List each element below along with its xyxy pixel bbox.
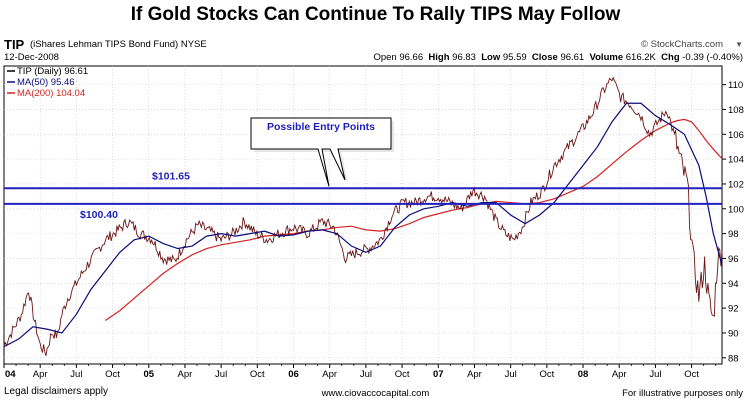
open-label: Open (373, 52, 397, 63)
chart-date: 12-Dec-2008 (4, 52, 59, 63)
price-line (3, 76, 723, 356)
x-tick-label: Jul (215, 369, 227, 380)
high-value: 96.83 (452, 52, 476, 63)
chg-label: Chg (661, 52, 680, 63)
x-tick-label: Jul (649, 369, 661, 380)
y-tick-label: 90 (728, 328, 739, 339)
footer-disclaimer: Legal disclaimers apply (4, 386, 108, 397)
legend-label: MA(50) 95.46 (17, 77, 75, 88)
x-tick-label: 08 (578, 369, 589, 380)
x-tick-label: Apr (467, 369, 482, 380)
callout-box (250, 117, 392, 187)
low-label: Low (481, 52, 501, 63)
y-tick-label: 106 (728, 130, 744, 141)
chg-value: -0.39 (-0.40%) (682, 52, 743, 63)
chart-title: If Gold Stocks Can Continue To Rally TIP… (130, 4, 621, 25)
y-tick-label: 104 (728, 155, 744, 166)
open-value: 96.66 (399, 52, 424, 63)
close-label: Close (531, 52, 558, 63)
x-tick-label: 05 (143, 369, 154, 380)
ohlc-readout: Open 96.66 High 96.83 Low 95.59 Close 96… (373, 52, 743, 63)
ticker-symbol: TIP (4, 37, 25, 52)
watermark-text: © StockCharts.com (641, 39, 723, 50)
x-tick-label: Apr (178, 369, 193, 380)
legend-label: MA(200) 104.04 (17, 88, 85, 99)
y-tick-label: 100 (728, 204, 744, 215)
x-tick-label: Oct (684, 369, 699, 380)
volume-value: 616.2K (625, 52, 656, 63)
x-tick-label: Apr (612, 369, 627, 380)
legend-label: TIP (Daily) 96.61 (17, 66, 88, 77)
callout-label: Possible Entry Points (267, 121, 375, 133)
x-tick-label: Oct (250, 369, 265, 380)
y-tick-label: 94 (728, 279, 739, 290)
x-tick-label: 07 (433, 369, 444, 380)
x-tick-label: Jul (360, 369, 372, 380)
close-value: 96.61 (560, 52, 585, 63)
y-tick-label: 108 (728, 105, 744, 116)
plot-frame (3, 65, 723, 365)
dropdown-arrow-icon[interactable]: ▼ (735, 40, 743, 49)
y-tick-label: 98 (728, 229, 739, 240)
support-line-label: $100.40 (80, 209, 118, 221)
y-tick-label: 96 (728, 254, 739, 265)
fund-name: (iShares Lehman TIPS Bond Fund) NYSE (30, 39, 207, 50)
y-tick-label: 110 (728, 80, 743, 91)
x-tick-label: Oct (539, 369, 554, 380)
x-tick-label: 04 (5, 369, 16, 380)
x-tick-label: 06 (288, 369, 299, 380)
footer-note: For illustrative purposes only (622, 388, 743, 399)
high-label: High (428, 52, 450, 63)
ma50-line (3, 102, 723, 348)
y-tick-label: 88 (728, 353, 739, 364)
exchange: NYSE (180, 39, 207, 50)
y-tick-label: 102 (728, 179, 744, 190)
low-value: 95.59 (502, 52, 527, 63)
fund-name-text: (iShares Lehman TIPS Bond Fund) (30, 39, 179, 50)
watermark: © StockCharts.com (641, 39, 723, 50)
ma200-line (104, 118, 723, 322)
y-tick-label: 92 (728, 304, 739, 315)
x-tick-label: Apr (33, 369, 48, 380)
x-tick-label: Jul (70, 369, 82, 380)
x-tick-label: Oct (395, 369, 410, 380)
x-tick-label: Apr (322, 369, 337, 380)
x-tick-label: Jul (505, 369, 517, 380)
support-line-label: $101.65 (152, 170, 190, 182)
x-tick-label: Oct (105, 369, 120, 380)
volume-label: Volume (589, 52, 624, 63)
footer-website: www.ciovaccocapital.com (321, 388, 430, 399)
